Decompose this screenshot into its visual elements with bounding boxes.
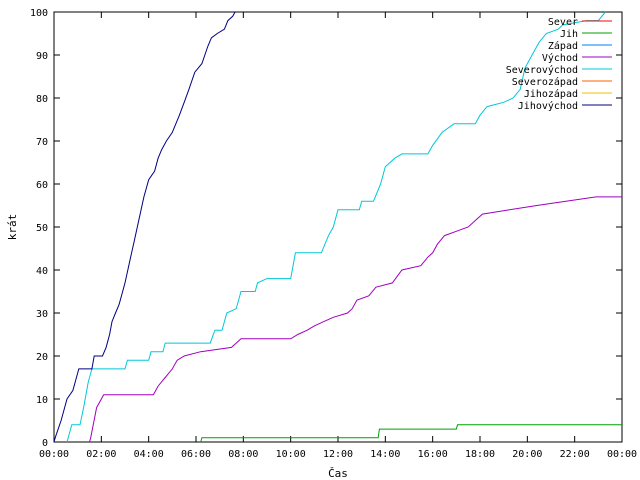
- series-line-1: [200, 424, 622, 443]
- legend-label: Sever: [548, 17, 578, 28]
- x-tick-label: 16:00: [418, 449, 448, 460]
- x-tick-label: 10:00: [276, 449, 306, 460]
- x-tick-label: 06:00: [181, 449, 211, 460]
- y-axis-title: krát: [6, 214, 19, 241]
- x-tick-label: 20:00: [512, 449, 542, 460]
- y-tick-label: 70: [36, 137, 48, 148]
- x-tick-label: 00:00: [39, 449, 69, 460]
- x-tick-label: 00:00: [607, 449, 637, 460]
- y-tick-label: 90: [36, 51, 48, 62]
- x-tick-label: 08:00: [228, 449, 258, 460]
- legend-label: Jih: [560, 29, 578, 40]
- x-tick-label: 14:00: [370, 449, 400, 460]
- x-axis-title: Čas: [328, 467, 348, 480]
- legend-label: Severozápad: [512, 76, 578, 88]
- x-tick-label: 18:00: [465, 449, 495, 460]
- x-tick-label: 04:00: [134, 449, 164, 460]
- y-tick-label: 0: [42, 438, 48, 449]
- y-tick-label: 20: [36, 352, 48, 363]
- legend-label: Severovýchod: [506, 64, 578, 76]
- series-lines: [53, 11, 622, 443]
- series-line-3: [89, 196, 622, 443]
- y-tick-label: 50: [36, 223, 48, 234]
- y-tick-label: 100: [30, 8, 48, 19]
- x-axis: 00:00 02:00 04:00 06:00 08:00 10:00 12:00 14:00…: [39, 12, 637, 460]
- x-tick-label: 22:00: [560, 449, 590, 460]
- legend-label: Jihovýchod: [518, 100, 578, 112]
- legend-label: Jihozápad: [524, 88, 578, 100]
- legend-label: Západ: [548, 40, 578, 52]
- y-tick-label: 40: [36, 266, 48, 277]
- series-line-4: [66, 11, 606, 443]
- legend-label: Východ: [542, 52, 578, 64]
- y-axis: 0 10 20 30 40 50 60 70 80 90 100: [30, 8, 622, 449]
- x-tick-label: 12:00: [323, 449, 353, 460]
- y-tick-label: 10: [36, 395, 48, 406]
- x-tick-label: 02:00: [86, 449, 116, 460]
- series-line-7: [53, 11, 236, 443]
- y-tick-label: 60: [36, 180, 48, 191]
- y-tick-label: 30: [36, 309, 48, 320]
- legend: SeverJihZápadVýchodSeverovýchodSeverozáp…: [506, 17, 612, 112]
- y-tick-label: 80: [36, 94, 48, 105]
